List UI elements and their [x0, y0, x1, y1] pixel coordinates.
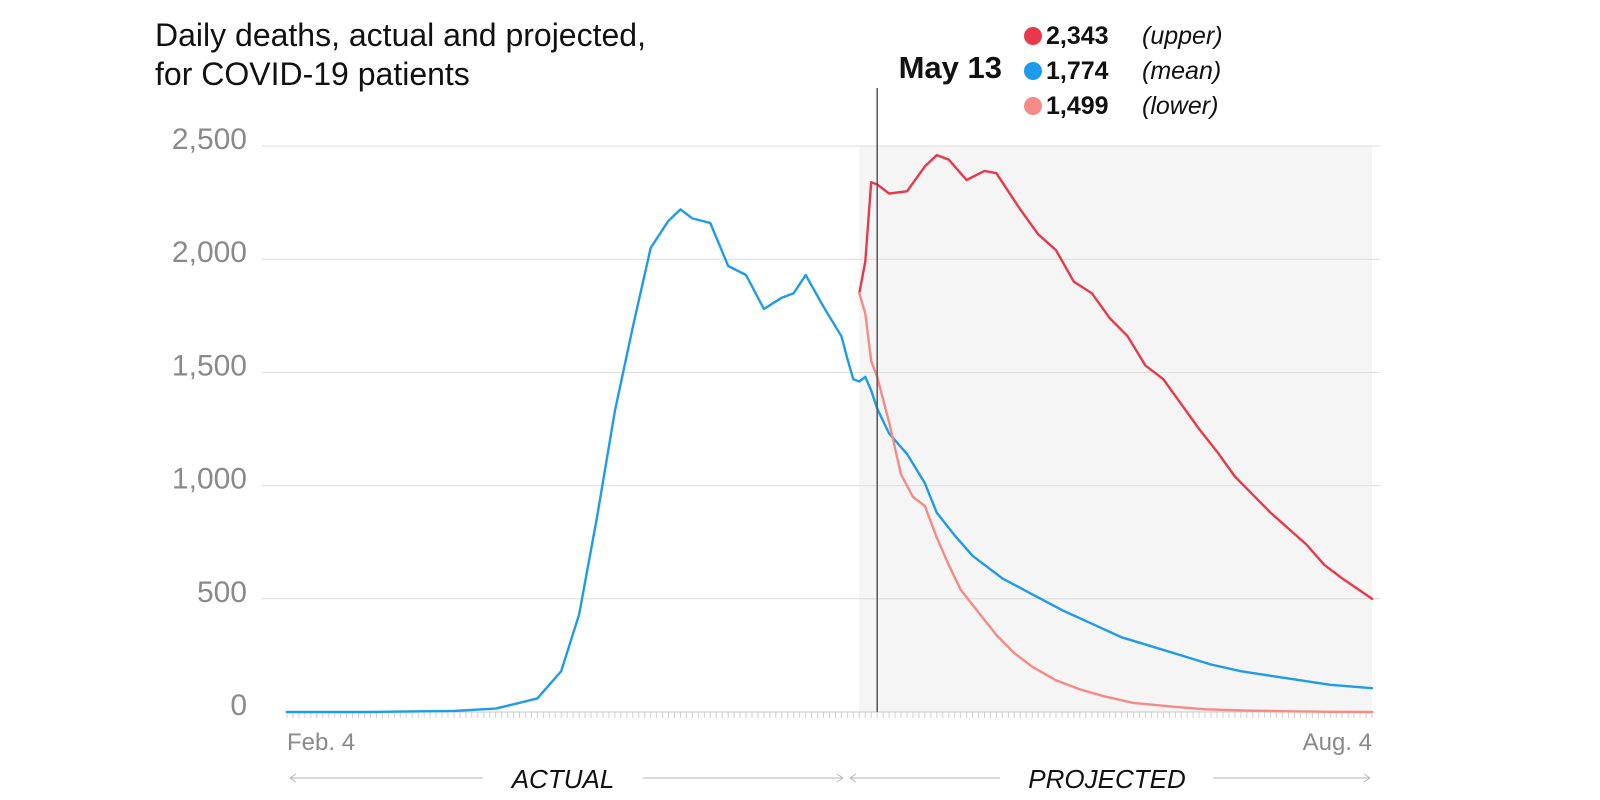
legend: 2,343 (upper) 1,774 (mean) 1,499 (lower) [1024, 22, 1223, 120]
may-13-marker-label: May 13 [899, 50, 1002, 85]
legend-desc-mean: (mean) [1142, 57, 1221, 85]
y-tick-label: 2,000 [172, 236, 247, 269]
section-projected-label: PROJECTED [1028, 764, 1185, 794]
series-line-mean [285, 208, 1374, 714]
y-tick-label: 1,500 [172, 349, 247, 382]
legend-dot-lower [1024, 97, 1042, 115]
legend-value-upper: 2,343 [1046, 22, 1109, 50]
x-minor-ticks [286, 712, 1373, 718]
chart-title-line-1: Daily deaths, actual and projected, [155, 17, 646, 53]
section-projected-arrow-right [1363, 773, 1371, 783]
legend-dot-mean [1024, 62, 1042, 80]
legend-desc-upper: (upper) [1142, 22, 1223, 50]
series-line-upper [858, 153, 1374, 600]
chart-title-line-2: for COVID-19 patients [155, 56, 470, 92]
legend-desc-lower: (lower) [1142, 92, 1218, 120]
section-actual-arrow-left [289, 773, 297, 783]
section-actual-label: ACTUAL [510, 764, 615, 794]
y-tick-label: 0 [230, 689, 247, 722]
section-actual: ACTUAL [289, 764, 844, 794]
series-lines [285, 153, 1374, 714]
legend-dot-upper [1024, 27, 1042, 45]
y-tick-label: 2,500 [172, 123, 247, 156]
projection-band [859, 146, 1372, 712]
section-projected-arrow-left [849, 773, 857, 783]
section-actual-arrow-right [836, 773, 844, 783]
section-projected: PROJECTED [849, 764, 1371, 794]
x-tick-label-end: Aug. 4 [1303, 729, 1372, 756]
x-tick-label-start: Feb. 4 [287, 729, 355, 756]
legend-value-lower: 1,499 [1046, 92, 1109, 120]
series-line-lower [858, 292, 1374, 714]
y-tick-label: 1,000 [172, 463, 247, 496]
grid-lines [262, 145, 1380, 600]
y-tick-label: 500 [197, 576, 247, 609]
y-tick-labels: 0 500 1,000 1,500 2,000 2,500 [172, 123, 247, 722]
legend-value-mean: 1,774 [1046, 57, 1109, 85]
